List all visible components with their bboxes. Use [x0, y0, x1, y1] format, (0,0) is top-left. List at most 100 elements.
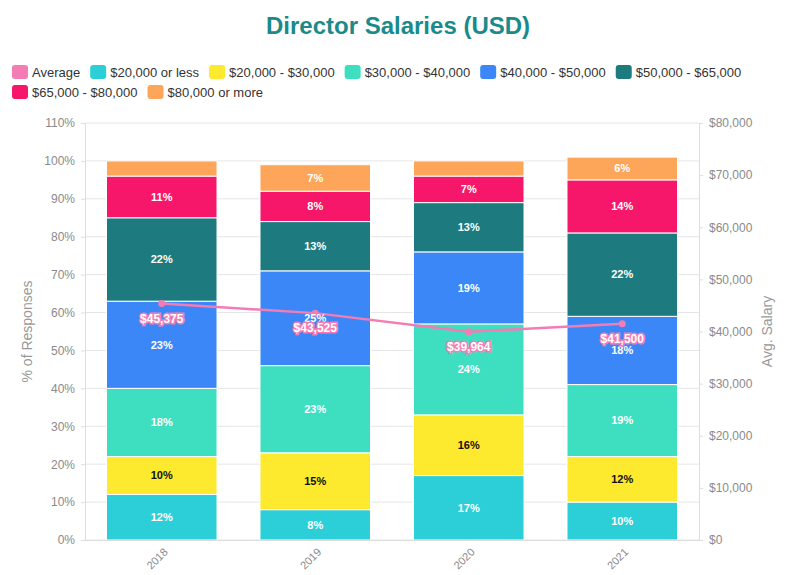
bar-segment	[413, 252, 524, 324]
bar-segment	[106, 161, 217, 176]
tick-mark	[81, 388, 85, 389]
tick-mark	[699, 488, 703, 489]
line	[162, 303, 623, 331]
data-label: 16%	[458, 439, 480, 451]
tick-mark	[699, 332, 703, 333]
bar-segment	[567, 502, 678, 540]
tick-mark	[699, 540, 703, 541]
data-label: 14%	[611, 200, 633, 212]
tick-mark	[81, 350, 85, 351]
tick-label: $40,000	[709, 325, 753, 339]
tick-label: 2021	[605, 546, 631, 572]
axis-line	[81, 124, 86, 541]
data-label: 19%	[611, 414, 633, 426]
legend-label: Average	[32, 65, 80, 80]
tick: 2021	[605, 546, 631, 572]
tick-mark	[81, 502, 85, 503]
title: Director Salaries (USD)	[266, 12, 530, 39]
bar-segment	[413, 176, 524, 203]
legend-swatch	[148, 85, 164, 99]
legend-swatch	[480, 65, 496, 79]
tick-label: 20%	[51, 458, 75, 472]
bar-segment	[106, 388, 217, 456]
bar-segment	[260, 453, 371, 510]
grid	[85, 123, 699, 540]
tick-mark	[81, 123, 85, 124]
data-label: 10%	[611, 515, 633, 527]
legend-item: $50,000 - $65,000	[616, 65, 742, 80]
tick-label: 0%	[58, 533, 76, 547]
legend-swatch	[616, 65, 632, 79]
tick: $50,000	[699, 273, 753, 287]
tick-label: 10%	[51, 495, 75, 509]
legend-label: $65,000 - $80,000	[32, 85, 138, 100]
data-label: 13%	[458, 221, 480, 233]
tick: $30,000	[699, 377, 753, 391]
legend: Average $20,000 or less $20,000 - $30,000 $…	[12, 65, 741, 100]
legend-label: $80,000 or more	[168, 85, 263, 100]
tick: $80,000	[699, 116, 753, 130]
legend-label: $40,000 - $50,000	[500, 65, 606, 80]
legend-item: $40,000 - $50,000	[480, 65, 606, 80]
tick-mark	[81, 237, 85, 238]
tick-label: $50,000	[709, 273, 753, 287]
data-label: 15%	[304, 475, 326, 487]
axis-title: % of Responses	[19, 281, 35, 383]
tick-mark	[699, 123, 703, 124]
bar-segment	[260, 366, 371, 453]
tick: 30%	[51, 420, 85, 434]
data-label: 19%	[458, 282, 480, 294]
bar-segment	[567, 180, 678, 233]
data-label: 24%	[458, 363, 480, 375]
bar-segment	[260, 165, 371, 192]
data-label: 23%	[151, 339, 173, 351]
axis-line	[700, 124, 704, 541]
axis: $0$10,000$20,000$30,000$40,000$50,000$60…	[699, 116, 753, 547]
data-labels: 12%8%17%10%10%15%16%12%18%23%24%19%23%25…	[140, 162, 644, 530]
tick-mark	[81, 199, 85, 200]
line-label: $45,375	[140, 312, 184, 326]
tick: 80%	[51, 230, 85, 244]
tick-mark	[81, 161, 85, 162]
bar-series	[106, 176, 677, 233]
chart: Director Salaries (USD)12%8%17%10%10%15%…	[0, 0, 796, 575]
data-label: 11%	[151, 191, 173, 203]
tick-label: 80%	[51, 230, 75, 244]
bar-segment	[106, 218, 217, 301]
tick-mark	[81, 464, 85, 465]
line-point	[158, 300, 165, 307]
tick: 0%	[58, 533, 85, 547]
tick: 90%	[51, 192, 85, 206]
grid-line	[85, 123, 699, 124]
bar-segment	[413, 476, 524, 540]
line-point	[465, 328, 472, 335]
legend-swatch	[12, 65, 28, 79]
legend-swatch	[90, 65, 106, 79]
legend-swatch	[209, 65, 225, 79]
axis-title: Avg. Salary	[759, 296, 775, 367]
tick-mark	[699, 227, 703, 228]
tick-label: $80,000	[709, 116, 753, 130]
tick-mark	[699, 279, 703, 280]
bar-segment	[567, 457, 678, 502]
tick-label: $10,000	[709, 481, 753, 495]
tick-label: $0	[709, 533, 723, 547]
tick-label: 100%	[44, 154, 75, 168]
tick: 70%	[51, 268, 85, 282]
legend-swatch	[12, 85, 28, 99]
bar-segment	[413, 324, 524, 415]
data-label: 22%	[611, 268, 633, 280]
tick: $0	[699, 533, 723, 547]
bar-segment	[260, 222, 371, 271]
legend-item: $80,000 or more	[148, 85, 263, 100]
bar-segment	[413, 203, 524, 252]
legend-item: $20,000 or less	[90, 65, 199, 80]
tick-label: 2020	[451, 546, 477, 572]
legend-swatch	[345, 65, 361, 79]
tick-label: $60,000	[709, 221, 753, 235]
legend-label: $20,000 - $30,000	[229, 65, 335, 80]
tick-mark	[81, 275, 85, 276]
tick-label: 40%	[51, 382, 75, 396]
tick-mark	[699, 384, 703, 385]
bar-segment	[260, 510, 371, 540]
